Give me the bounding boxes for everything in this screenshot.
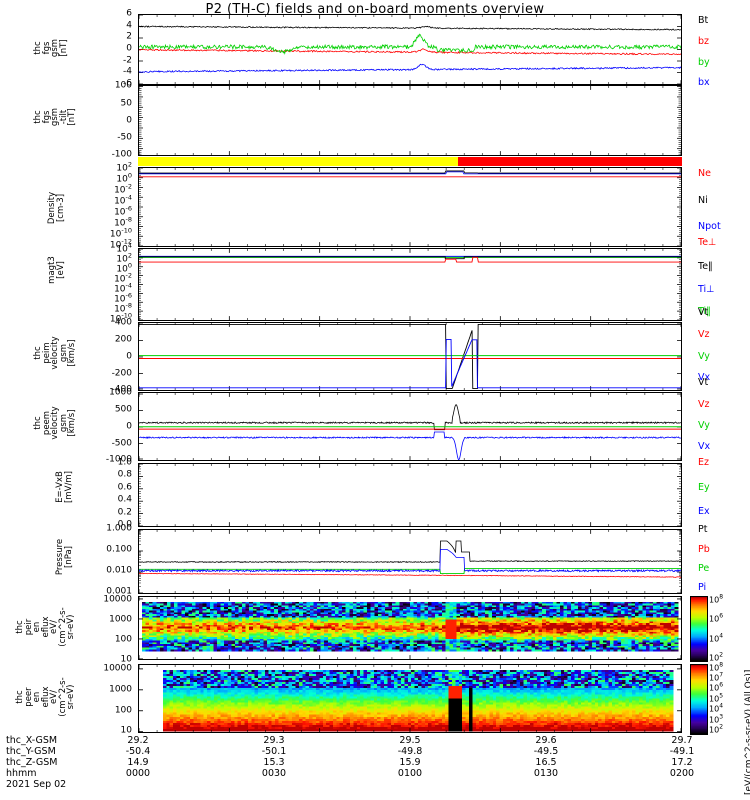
panel-magt3[interactable] <box>138 248 682 321</box>
axis-date-label: 2021 Sep 02 <box>6 779 67 790</box>
legend-fgs-bt: Bt <box>698 15 709 26</box>
x-tick-column: 29.2 -50.4 14.9 0000 <box>125 735 151 779</box>
panel-peem-velocity[interactable] <box>138 392 682 461</box>
ylabel-peir-eflux: thc peir en eflux eV/(cm^2-s-sr-eV) <box>15 607 76 647</box>
legend-peem-vt: Vt <box>698 377 709 388</box>
legend-pressure-pe: Pe <box>698 563 710 574</box>
axis-row-label-z: thc_Z-GSM <box>6 757 58 768</box>
legend-efield-ez: Ez <box>698 457 709 468</box>
legend-pressure-pi: Pi <box>698 582 707 593</box>
legend-density-npot: Npot <box>698 221 721 232</box>
legend-pressure-pt: Pt <box>698 524 708 535</box>
panel-peer-eflux-spectrogram <box>139 665 681 732</box>
mode-segment-1 <box>457 157 682 166</box>
legend-fgs-bz: bz <box>698 36 710 47</box>
mode-segment-0 <box>138 157 458 166</box>
peir-colorbar[interactable] <box>690 596 708 662</box>
panel-peim-velocity-plot <box>139 323 681 390</box>
ylabel-magt3: magt3 [eV] <box>47 256 66 284</box>
axis-row-label-hhmm: hhmm <box>6 768 37 779</box>
x-tick-column: 29.7 -49.1 17.2 0200 <box>669 735 695 779</box>
mode-status-bar <box>138 157 682 166</box>
legend-efield-ey: Ey <box>698 482 710 493</box>
panel-peem-velocity-plot <box>139 393 681 460</box>
legend-magt3-tepar: Te‖ <box>698 261 713 272</box>
yticks-peem-velocity: 1000 500 0 -500 -1000 <box>105 387 132 465</box>
ylabel-peer-eflux: thc peer en eflux eV/(cm^2-s-sr-eV) <box>15 677 76 717</box>
page-title: P2 (TH-C) fields and on-board moments ov… <box>205 2 545 17</box>
colorbar-unit-label: [eV/(cm^2-s-sr-eV) (All Qs)] <box>744 669 750 795</box>
yticks-peer-eflux: 10000 1000 100 10 <box>103 663 132 736</box>
legend-efield-ex: Ex <box>698 506 710 517</box>
peer-colorbar[interactable] <box>690 664 708 735</box>
ylabel-pressure: Pressure [nPa] <box>55 538 74 576</box>
panel-efield-plot <box>139 464 681 526</box>
x-tick-column: 29.6 -49.5 16.5 0130 <box>533 735 559 779</box>
legend-fgs-bx: bx <box>698 77 710 88</box>
panel-peer-eflux[interactable] <box>138 664 682 733</box>
x-tick-column: 29.3 -50.1 15.3 0030 <box>261 735 287 779</box>
yticks-efield: 1.0 0.8 0.6 0.4 0.2 0.0 <box>117 457 132 530</box>
yticks-peir-eflux: 10000 1000 100 10 <box>103 594 132 665</box>
ylabel-fgs: thc fgs gsm [nT] <box>33 38 69 58</box>
legend-pressure-pb: Pb <box>698 544 710 555</box>
legend-peem-vz: Vz <box>698 399 710 410</box>
legend-peem-vy: Vy <box>698 420 710 431</box>
panel-magt3-plot <box>139 249 681 320</box>
axis-row-label-y: thc_Y-GSM <box>6 746 56 757</box>
panel-pressure[interactable] <box>138 529 682 594</box>
legend-peim-vy: Vy <box>698 351 710 362</box>
legend-peim-vx: Vx <box>698 372 711 383</box>
panel-pressure-plot <box>139 530 681 593</box>
axis-row-label-x: thc_X-GSM <box>6 735 58 746</box>
yticks-fgs-tilt: 100 50 0 -50 -100 <box>111 80 132 160</box>
panel-peir-eflux-spectrogram <box>139 597 681 659</box>
panel-fgs-tilt[interactable] <box>138 85 682 156</box>
panel-efield[interactable] <box>138 463 682 527</box>
yticks-density: 102 100 10-2 10-4 10-6 10-8 10-10 10-12 <box>109 160 132 251</box>
yticks-fgs: 6 4 2 0 -2 -4 -6 <box>123 8 132 89</box>
yticks-peim-velocity: 400 200 0 -200 -400 <box>111 317 132 395</box>
ylabel-efield: E=-VxB [mV/m] <box>55 471 74 503</box>
legend-magt3-tipar: Ti‖ <box>698 306 711 317</box>
x-tick-column: 29.5 -49.8 15.9 0100 <box>397 735 423 779</box>
panel-peir-eflux[interactable] <box>138 596 682 660</box>
legend-fgs-by: by <box>698 57 710 68</box>
legend-peim-vt: Vt <box>698 307 709 318</box>
panel-density[interactable] <box>138 167 682 247</box>
yticks-pressure: 1.000 0.100 0.010 0.001 <box>106 523 132 597</box>
legend-magt3-teperp: Te⊥ <box>698 237 717 248</box>
panel-density-plot <box>139 168 681 246</box>
panel-fgs-tilt-plot <box>139 86 681 155</box>
ylabel-fgs-tilt: thc fgs gsm -tilt [nT] <box>33 107 77 127</box>
yticks-magt3: 104 102 100 10-2 10-4 10-6 10-8 10-10 <box>109 241 132 325</box>
legend-peem-vx: Vx <box>698 441 711 452</box>
legend-density-ni: Ni <box>698 195 708 206</box>
legend-density-ne: Ne <box>698 168 711 179</box>
legend-peim-vz: Vz <box>698 329 710 340</box>
panel-peim-velocity[interactable] <box>138 322 682 391</box>
legend-magt3-tiperp: Ti⊥ <box>698 284 715 295</box>
ylabel-peim-velocity: thc peim velocity gsm [km/s] <box>33 336 77 370</box>
panel-fgs[interactable] <box>138 14 682 85</box>
panel-fgs-plot <box>139 15 681 84</box>
